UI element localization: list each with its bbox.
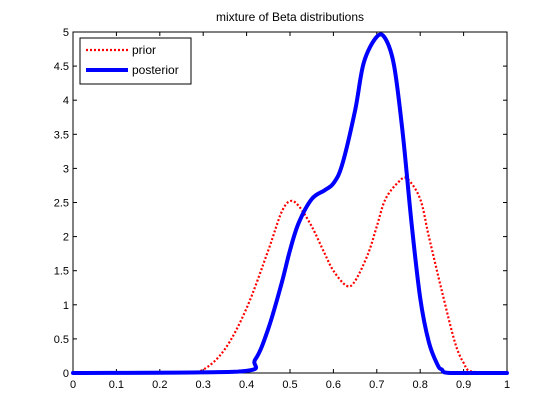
y-tick-label: 4.5 <box>54 61 69 73</box>
y-tick-label: 3 <box>63 163 69 175</box>
x-tick-label: 0.5 <box>282 379 297 391</box>
x-tick-label: 0 <box>70 379 76 391</box>
x-tick-label: 0.6 <box>326 379 341 391</box>
y-tick-label: 2.5 <box>54 198 69 210</box>
plot-area <box>72 31 508 374</box>
y-tick-label: 3.5 <box>54 129 69 141</box>
x-tick-label: 0.9 <box>456 379 471 391</box>
y-tick-label: 4 <box>63 95 69 107</box>
y-tick-label: 2 <box>63 232 69 244</box>
legend: prior posterior <box>79 37 192 85</box>
legend-label-posterior: posterior <box>132 63 179 77</box>
x-tick-label: 0.4 <box>239 379 254 391</box>
chart-title: mixture of Beta distributions <box>216 10 364 24</box>
x-tick-label: 1 <box>504 379 510 391</box>
posterior-line <box>71 32 509 375</box>
series-layer <box>71 32 509 375</box>
y-tick-label: 0 <box>63 368 69 380</box>
y-tick-label: 5 <box>63 27 69 39</box>
x-tick-label: 0.1 <box>109 379 124 391</box>
y-tick-label: 0.5 <box>54 334 69 346</box>
legend-label-prior: prior <box>132 43 156 57</box>
axis-ticks: 0 0.1 0.2 0.3 0.4 0.5 0.6 0.7 0.8 0.9 1 0 0.5 1 1.5 2 2.… <box>54 27 510 391</box>
y-tick-label: 1 <box>63 300 69 312</box>
y-tick-label: 1.5 <box>54 266 69 278</box>
x-tick-label: 0.3 <box>196 379 211 391</box>
legend-box <box>79 37 192 85</box>
x-tick-label: 0.7 <box>369 379 384 391</box>
x-tick-label: 0.2 <box>152 379 167 391</box>
x-tick-label: 0.8 <box>413 379 428 391</box>
prior-line <box>73 176 508 375</box>
